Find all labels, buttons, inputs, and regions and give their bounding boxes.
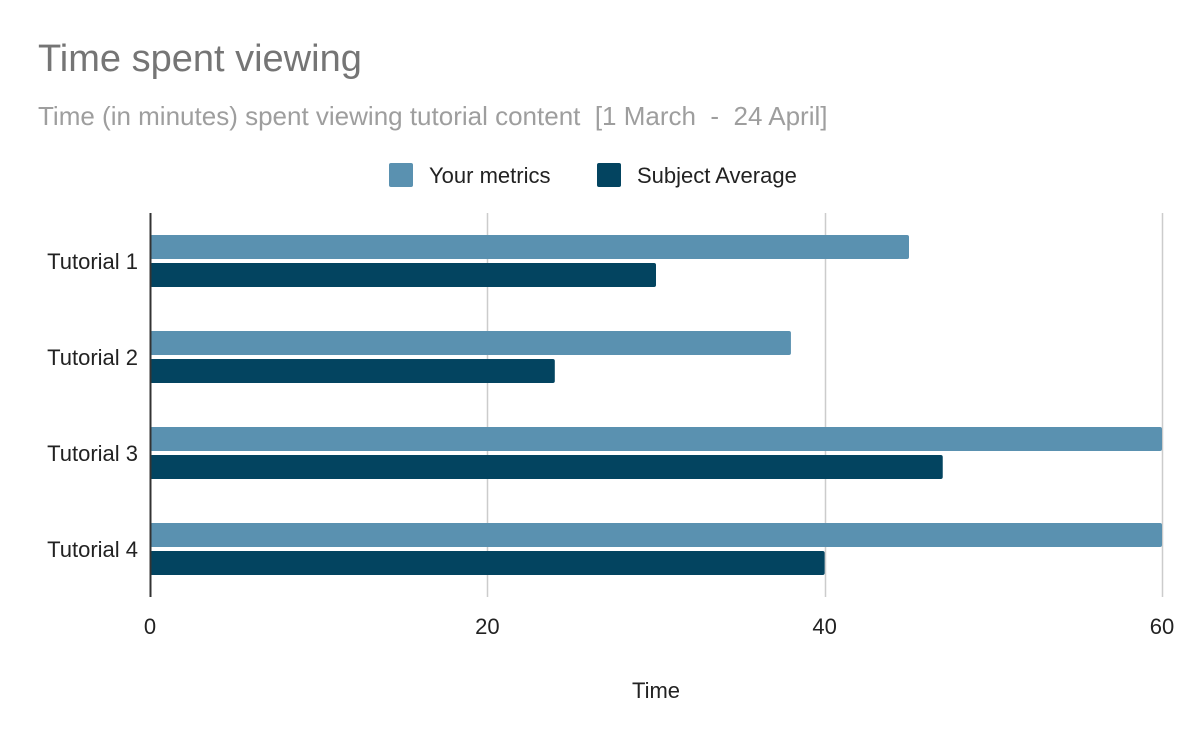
x-tick-label: 40	[812, 614, 836, 639]
bars	[150, 235, 1162, 575]
x-tick-label: 20	[475, 614, 499, 639]
legend: Your metrics Subject Average	[389, 163, 797, 188]
legend-label: Your metrics	[429, 163, 550, 188]
x-tick-label: 60	[1150, 614, 1174, 639]
legend-label: Subject Average	[637, 163, 797, 188]
x-tick-labels: 0 20 40 60	[144, 614, 1174, 639]
bar-subject-average-tutorial-2	[150, 359, 555, 383]
category-label: Tutorial 2	[47, 345, 138, 370]
bar-subject-average-tutorial-1	[150, 263, 656, 287]
bar-your-metrics-tutorial-1	[150, 235, 909, 259]
x-tick-label: 0	[144, 614, 156, 639]
category-labels: Tutorial 1 Tutorial 2 Tutorial 3 Tutorial 4	[47, 249, 138, 562]
bar-your-metrics-tutorial-2	[150, 331, 791, 355]
category-label: Tutorial 3	[47, 441, 138, 466]
legend-swatch	[389, 163, 413, 187]
bar-your-metrics-tutorial-3	[150, 427, 1162, 451]
bar-subject-average-tutorial-3	[150, 455, 943, 479]
category-label: Tutorial 1	[47, 249, 138, 274]
bar-your-metrics-tutorial-4	[150, 523, 1162, 547]
category-label: Tutorial 4	[47, 537, 138, 562]
bar-subject-average-tutorial-4	[150, 551, 825, 575]
x-axis-title: Time	[632, 678, 680, 703]
legend-swatch	[597, 163, 621, 187]
chart-title: Time spent viewing	[38, 38, 362, 80]
chart-subtitle: Time (in minutes) spent viewing tutorial…	[38, 101, 828, 131]
